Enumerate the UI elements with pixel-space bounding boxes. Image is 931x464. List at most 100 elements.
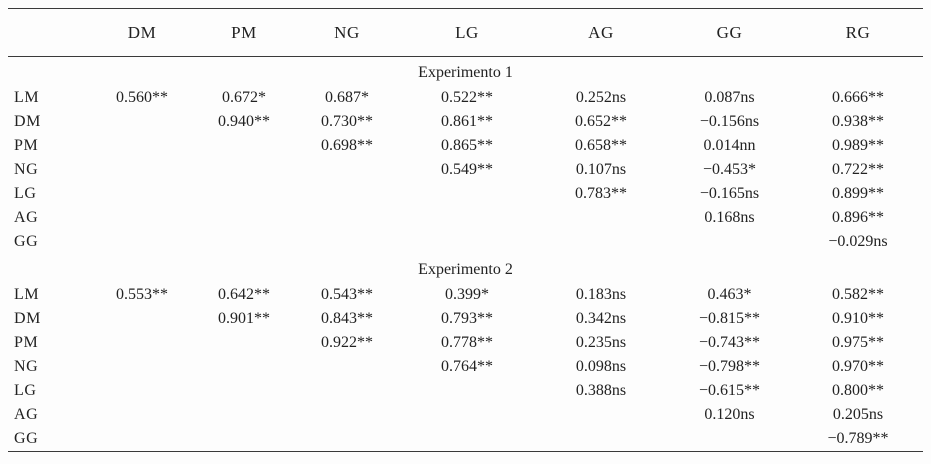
- value-cell: [536, 427, 666, 452]
- table-header: DM PM NG LG AG GG RG: [8, 8, 923, 57]
- value-cell: [92, 206, 192, 230]
- value-cell: −0.615**: [698, 382, 761, 399]
- value-cell: 0.014nn: [703, 137, 756, 154]
- value-cell: [296, 158, 398, 182]
- row-label: AG: [14, 209, 39, 226]
- value-cell: 0.896**: [832, 209, 884, 226]
- row-label: LM: [14, 286, 40, 303]
- value-cell: [92, 379, 192, 403]
- value-cell: 0.989**: [832, 137, 884, 154]
- row-label: GG: [14, 430, 39, 447]
- value-cell: 0.658**: [575, 137, 627, 154]
- value-cell: [296, 403, 398, 427]
- value-cell: 0.970**: [832, 358, 884, 375]
- column-header: RG: [793, 8, 923, 57]
- value-cell: 0.800**: [832, 382, 884, 399]
- value-cell: 0.940**: [218, 113, 270, 130]
- value-cell: [296, 379, 398, 403]
- column-header: NG: [296, 8, 398, 57]
- table-row: LG 0.783** −0.165ns 0.899**: [8, 182, 923, 206]
- section-title: Experimento 2: [418, 261, 513, 278]
- value-cell: [398, 427, 536, 452]
- value-cell: 0.722**: [832, 161, 884, 178]
- value-cell: [536, 206, 666, 230]
- value-cell: [398, 379, 536, 403]
- value-cell: 0.783**: [575, 185, 627, 202]
- value-cell: 0.698**: [321, 137, 373, 154]
- table-row: NG 0.764** 0.098ns −0.798** 0.970**: [8, 355, 923, 379]
- row-label: AG: [14, 406, 39, 423]
- value-cell: [192, 134, 296, 158]
- row-label: PM: [14, 334, 39, 351]
- value-cell: 0.938**: [832, 113, 884, 130]
- value-cell: [192, 427, 296, 452]
- row-label: DM: [14, 310, 41, 327]
- value-cell: [92, 110, 192, 134]
- value-cell: [92, 331, 192, 355]
- value-cell: [536, 230, 666, 254]
- value-cell: 0.553**: [116, 286, 168, 303]
- value-cell: 0.910**: [832, 310, 884, 327]
- row-label: GG: [14, 233, 39, 250]
- column-header: PM: [192, 8, 296, 57]
- value-cell: 0.899**: [832, 185, 884, 202]
- table-row: PM 0.922** 0.778** 0.235ns −0.743** 0.975**: [8, 331, 923, 355]
- value-cell: 0.522**: [441, 89, 493, 106]
- value-cell: [666, 230, 793, 254]
- value-cell: 0.463*: [707, 286, 752, 303]
- value-cell: 0.168ns: [704, 209, 755, 226]
- value-cell: [296, 355, 398, 379]
- column-header: DM: [92, 8, 192, 57]
- table-row: AG 0.120ns 0.205ns: [8, 403, 923, 427]
- column-header: GG: [666, 8, 793, 57]
- value-cell: [192, 379, 296, 403]
- value-cell: −0.156ns: [699, 113, 760, 130]
- value-cell: [666, 427, 793, 452]
- value-cell: [296, 230, 398, 254]
- row-label: NG: [14, 358, 39, 375]
- value-cell: 0.843**: [321, 310, 373, 327]
- value-cell: −0.453*: [702, 161, 757, 178]
- correlation-table: DM PM NG LG AG GG RG Experimento 1 LM 0.560** 0.6…: [8, 8, 923, 452]
- value-cell: [92, 182, 192, 206]
- header-row: DM PM NG LG AG GG RG: [8, 8, 923, 57]
- value-cell: 0.666**: [832, 89, 884, 106]
- value-cell: 0.687*: [325, 89, 369, 106]
- value-cell: 0.652**: [575, 113, 627, 130]
- value-cell: 0.342ns: [575, 310, 627, 327]
- value-cell: [296, 427, 398, 452]
- value-cell: 0.865**: [441, 137, 493, 154]
- value-cell: [192, 331, 296, 355]
- section-title-row: Experimento 2: [8, 254, 923, 283]
- value-cell: 0.087ns: [704, 89, 755, 106]
- value-cell: 0.252ns: [575, 89, 627, 106]
- value-cell: [92, 134, 192, 158]
- value-cell: −0.743**: [698, 334, 761, 351]
- row-label: NG: [14, 161, 39, 178]
- value-cell: 0.672*: [222, 89, 266, 106]
- row-label: DM: [14, 113, 41, 130]
- table-row: DM 0.901** 0.843** 0.793** 0.342ns −0.815** 0.…: [8, 307, 923, 331]
- value-cell: [192, 206, 296, 230]
- value-cell: [192, 230, 296, 254]
- table-row: PM 0.698** 0.865** 0.658** 0.014nn 0.989**: [8, 134, 923, 158]
- value-cell: 0.120ns: [704, 406, 755, 423]
- value-cell: −0.815**: [698, 310, 761, 327]
- value-cell: [92, 230, 192, 254]
- value-cell: −0.029ns: [828, 233, 888, 250]
- value-cell: −0.789**: [827, 430, 889, 447]
- row-label: LG: [14, 382, 37, 399]
- table-row: LM 0.560** 0.672* 0.687* 0.522** 0.252ns 0.087…: [8, 86, 923, 110]
- table-row: NG 0.549** 0.107ns −0.453* 0.722**: [8, 158, 923, 182]
- table-row: AG 0.168ns 0.896**: [8, 206, 923, 230]
- table-row: DM 0.940** 0.730** 0.861** 0.652** −0.156ns 0.…: [8, 110, 923, 134]
- value-cell: 0.098ns: [575, 358, 627, 375]
- section-title-row: Experimento 1: [8, 57, 923, 87]
- value-cell: [296, 206, 398, 230]
- value-cell: 0.582**: [832, 286, 884, 303]
- value-cell: 0.642**: [218, 286, 270, 303]
- value-cell: [92, 307, 192, 331]
- value-cell: [398, 206, 536, 230]
- table-row: GG −0.789**: [8, 427, 923, 452]
- value-cell: 0.235ns: [575, 334, 627, 351]
